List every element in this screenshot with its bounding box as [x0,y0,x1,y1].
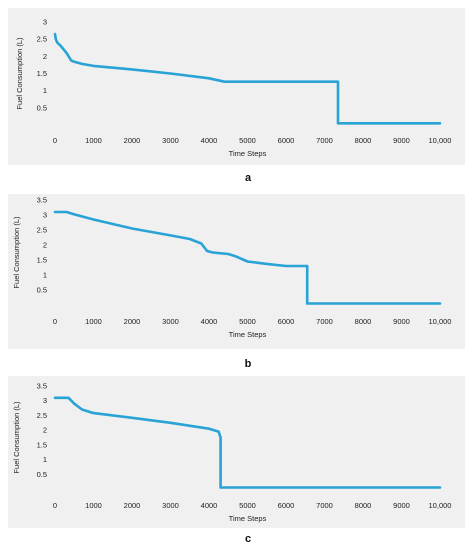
y-tick-label: 0.5 [37,286,47,295]
x-tick-label: 5000 [239,317,256,326]
y-tick-label: 0.5 [37,103,47,112]
x-axis-title: Time Steps [229,514,267,523]
x-tick-label: 8000 [355,501,372,510]
x-tick-label: 2000 [124,317,141,326]
x-tick-label: 6000 [278,317,295,326]
x-tick-label: 8000 [355,136,372,145]
chart-background [8,376,465,528]
y-tick-label: 3.5 [37,382,47,391]
x-tick-label: 9000 [393,501,410,510]
x-tick-label: 1000 [85,317,102,326]
y-axis-title: Fuel Consumption (L) [15,37,24,110]
x-tick-label: 1000 [85,136,102,145]
chart-background [8,8,465,165]
y-tick-label: 0.5 [37,470,47,479]
x-tick-label: 5000 [239,501,256,510]
y-tick-label: 1.5 [37,256,47,265]
x-tick-label: 10,000 [429,501,452,510]
y-axis-title: Fuel Consumption (L) [12,401,21,474]
y-tick-label: 3.5 [37,196,47,205]
y-tick-label: 2 [43,52,47,61]
x-tick-label: 2000 [124,501,141,510]
x-tick-label: 7000 [316,501,333,510]
y-tick-label: 3 [43,211,47,220]
x-tick-label: 9000 [393,136,410,145]
x-tick-label: 3000 [162,136,179,145]
x-tick-label: 10,000 [429,317,452,326]
y-axis-title: Fuel Consumption (L) [12,216,21,289]
x-tick-label: 0 [53,136,57,145]
x-tick-label: 1000 [85,501,102,510]
y-tick-label: 2.5 [37,411,47,420]
chart-panel-a: 0.5 1 1.5 2 2.5 3 0 1000 2000 3000 4000 5000 6000 700… [8,8,465,165]
panel-label-b: b [245,358,252,370]
series-line [53,396,442,489]
x-tick-label: 4000 [201,317,218,326]
y-tick-label: 2 [43,426,47,435]
y-tick-label: 2 [43,241,47,250]
chart-panel-c: 0.5 1 1.5 2 2.5 3 3.5 0 1000 2000 3000 4000 5000 6000… [8,376,465,528]
x-tick-label: 6000 [278,136,295,145]
y-tick-label: 1.5 [37,69,47,78]
y-tick-label: 1 [43,455,47,464]
x-axis-title: Time Steps [229,330,267,339]
x-tick-label: 5000 [239,136,256,145]
x-tick-label: 7000 [316,317,333,326]
x-tick-label: 9000 [393,317,410,326]
x-tick-label: 0 [53,501,57,510]
series-line [53,32,442,125]
y-tick-label: 3 [43,396,47,405]
y-tick-label: 1.5 [37,440,47,449]
panel-label-c: c [245,533,251,545]
x-tick-label: 7000 [316,136,333,145]
chart-background [8,194,465,349]
x-axis-title: Time Steps [229,149,267,158]
x-tick-label: 8000 [355,317,372,326]
x-tick-label: 10,000 [429,136,452,145]
x-tick-label: 4000 [201,501,218,510]
chart-panel-b: 0.5 1 1.5 2 2.5 3 3.5 0 1000 2000 3000 4000 5000 6000… [8,194,465,349]
y-tick-label: 1 [43,271,47,280]
x-tick-label: 3000 [162,317,179,326]
x-tick-label: 0 [53,317,57,326]
x-tick-label: 2000 [124,136,141,145]
panel-label-a: a [245,172,252,184]
x-tick-label: 4000 [201,136,218,145]
y-tick-label: 2.5 [37,226,47,235]
y-tick-label: 3 [43,18,47,27]
x-tick-label: 6000 [278,501,295,510]
x-tick-label: 3000 [162,501,179,510]
y-tick-label: 1 [43,86,47,95]
series-line [53,210,442,305]
y-tick-label: 2.5 [37,35,47,44]
